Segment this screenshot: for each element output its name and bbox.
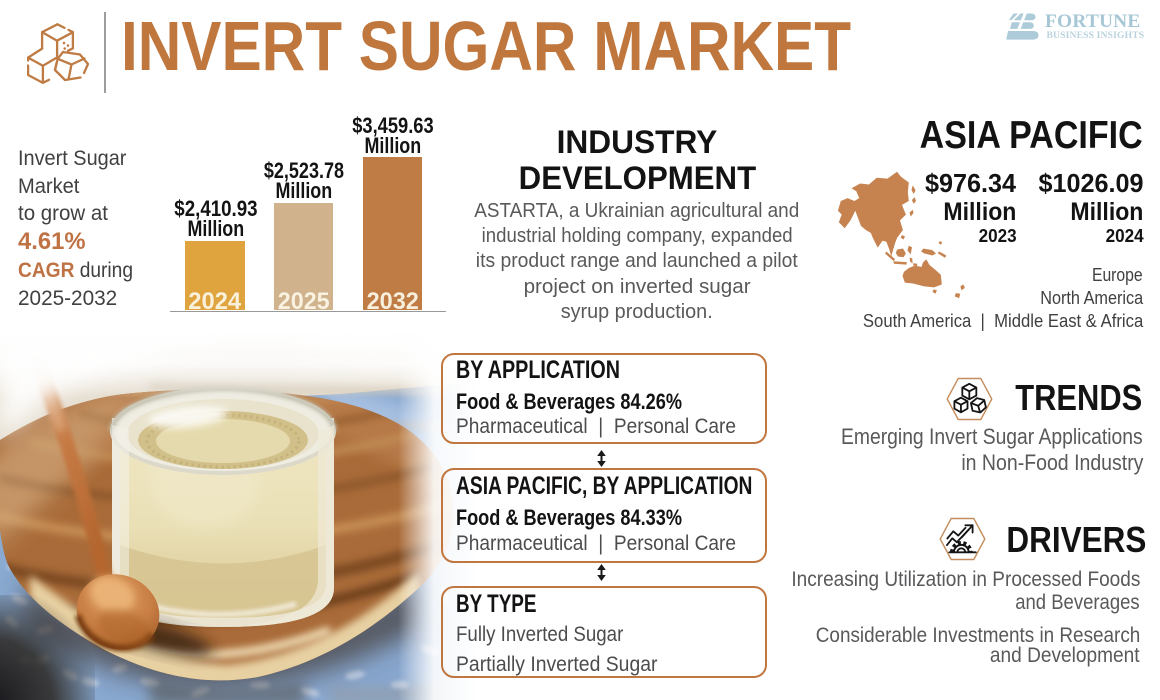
svg-text:BUSINESS INSIGHTS: BUSINESS INSIGHTS [1047, 30, 1145, 40]
svg-text:FORTUNE: FORTUNE [1045, 13, 1141, 32]
